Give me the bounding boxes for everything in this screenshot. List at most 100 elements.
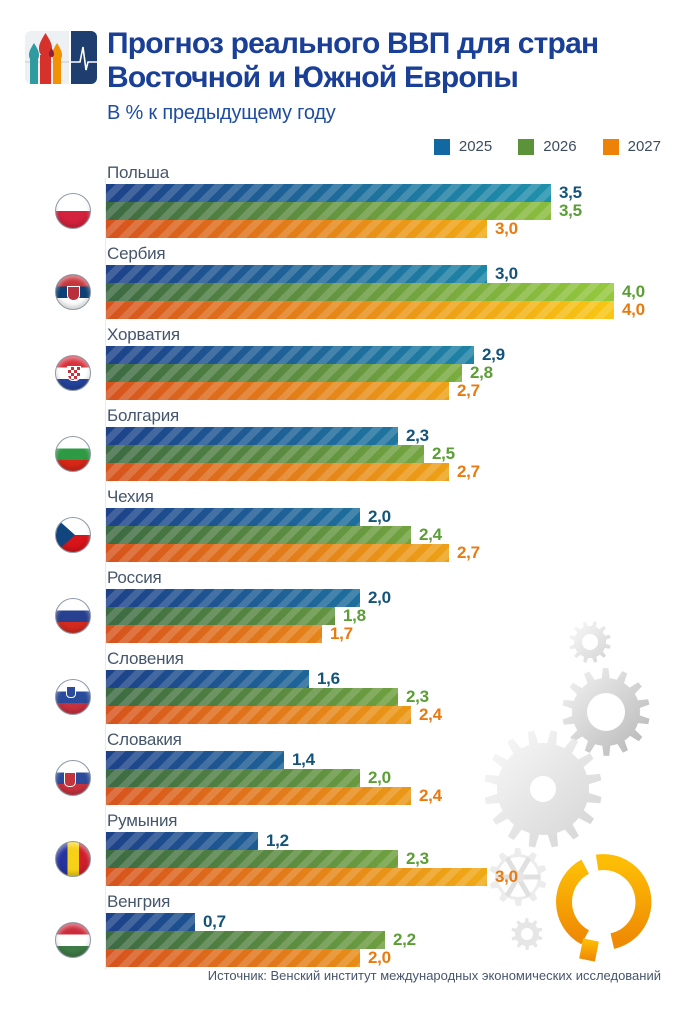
country-label: Польша — [107, 163, 169, 182]
bar-2026 — [106, 850, 398, 868]
chart-subtitle: В % к предыдущему году — [107, 102, 336, 124]
bar-line-2027: 2,7 — [106, 543, 685, 562]
legend-label: 2026 — [543, 138, 577, 155]
flag-czechia-icon — [55, 517, 91, 553]
value-label-2026: 2,2 — [393, 930, 416, 949]
value-label-2026: 4,0 — [622, 282, 645, 301]
flag-slovenia-icon — [55, 679, 91, 715]
bar-line-2027: 2,4 — [106, 786, 685, 805]
value-label-2026: 2,3 — [406, 687, 429, 706]
bar-2025 — [106, 184, 551, 202]
legend-swatch-icon — [518, 138, 535, 155]
bar-line-2025: 2,0 — [106, 588, 685, 607]
bar-2025 — [106, 346, 474, 364]
legend-label: 2027 — [627, 138, 661, 155]
bar-2026 — [106, 526, 411, 544]
bar-2026 — [106, 769, 360, 787]
kremlin-domes-icon — [25, 31, 69, 84]
country-row: Румыния 1,2 2,3 3,0 — [0, 810, 685, 891]
bar-2026 — [106, 445, 424, 463]
value-label-2025: 3,0 — [495, 264, 518, 283]
bar-line-2025: 0,7 — [106, 912, 685, 931]
legend-item-2026: 2026 — [518, 138, 577, 155]
bar-2025 — [106, 427, 398, 445]
bar-line-2025: 3,5 — [106, 183, 685, 202]
flag-poland-icon — [55, 193, 91, 229]
value-label-2026: 3,5 — [559, 201, 582, 220]
value-label-2026: 2,0 — [368, 768, 391, 787]
bar-line-2025: 2,0 — [106, 507, 685, 526]
bar-2025 — [106, 913, 195, 931]
value-label-2025: 0,7 — [203, 912, 226, 931]
bar-2027 — [106, 220, 487, 238]
country-label: Венгрия — [107, 892, 171, 911]
flag-slovakia-icon — [55, 760, 91, 796]
country-row: Болгария 2,3 2,5 2,7 — [0, 405, 685, 486]
country-label: Россия — [107, 568, 162, 587]
value-label-2025: 2,0 — [368, 507, 391, 526]
flag-croatia-icon — [55, 355, 91, 391]
bar-line-2027: 3,0 — [106, 219, 685, 238]
bar-line-2027: 1,7 — [106, 624, 685, 643]
title-line-2: Восточной и Южной Европы — [107, 61, 519, 94]
bar-line-2026: 2,4 — [106, 525, 685, 544]
publisher-logo — [25, 31, 97, 84]
bar-line-2026: 3,5 — [106, 201, 685, 220]
bar-2027 — [106, 463, 449, 481]
value-label-2027: 3,0 — [495, 867, 518, 886]
bar-line-2026: 2,8 — [106, 363, 685, 382]
bar-line-2026: 2,5 — [106, 444, 685, 463]
country-row: Сербия 3,0 4,0 4,0 — [0, 243, 685, 324]
country-label: Словения — [107, 649, 184, 668]
value-label-2025: 3,5 — [559, 183, 582, 202]
bar-line-2025: 2,3 — [106, 426, 685, 445]
legend-swatch-icon — [433, 138, 450, 155]
bar-line-2026: 2,3 — [106, 687, 685, 706]
bar-2025 — [106, 751, 284, 769]
bar-2026 — [106, 283, 614, 301]
bar-2027 — [106, 544, 449, 562]
legend-item-2027: 2027 — [602, 138, 661, 155]
value-label-2025: 2,9 — [482, 345, 505, 364]
flag-serbia-icon — [55, 274, 91, 310]
bar-2027 — [106, 868, 487, 886]
country-label: Хорватия — [107, 325, 180, 344]
value-label-2026: 2,8 — [470, 363, 493, 382]
bar-line-2026: 1,8 — [106, 606, 685, 625]
country-label: Словакия — [107, 730, 182, 749]
bar-line-2025: 3,0 — [106, 264, 685, 283]
country-row: Россия 2,0 1,8 1,7 — [0, 567, 685, 648]
source-note: Источник: Венский институт международных… — [207, 968, 661, 983]
country-label: Румыния — [107, 811, 178, 830]
value-label-2027: 1,7 — [330, 624, 353, 643]
bar-2026 — [106, 364, 462, 382]
bar-2027 — [106, 625, 322, 643]
flag-bulgaria-icon — [55, 436, 91, 472]
bar-line-2027: 4,0 — [106, 300, 685, 319]
bar-2027 — [106, 382, 449, 400]
value-label-2026: 1,8 — [343, 606, 366, 625]
country-row: Польша 3,5 3,5 3,0 — [0, 162, 685, 243]
bar-2025 — [106, 670, 309, 688]
value-label-2025: 2,0 — [368, 588, 391, 607]
bar-2027 — [106, 949, 360, 967]
value-label-2025: 1,4 — [292, 750, 315, 769]
country-label: Болгария — [107, 406, 179, 425]
page-title: Прогноз реального ВВП для стран Восточно… — [107, 27, 667, 95]
value-label-2027: 2,7 — [457, 381, 480, 400]
value-label-2027: 2,7 — [457, 543, 480, 562]
bar-2026 — [106, 688, 398, 706]
country-row: Хорватия 2,9 2,8 2,7 — [0, 324, 685, 405]
country-label: Чехия — [107, 487, 154, 506]
bar-line-2026: 4,0 — [106, 282, 685, 301]
value-label-2027: 3,0 — [495, 219, 518, 238]
bar-2027 — [106, 301, 614, 319]
country-label: Сербия — [107, 244, 166, 263]
bar-2026 — [106, 607, 335, 625]
bar-line-2027: 3,0 — [106, 867, 685, 886]
country-row: Чехия 2,0 2,4 2,7 — [0, 486, 685, 567]
value-label-2025: 2,3 — [406, 426, 429, 445]
value-label-2025: 1,2 — [266, 831, 289, 850]
value-label-2027: 2,0 — [368, 948, 391, 967]
